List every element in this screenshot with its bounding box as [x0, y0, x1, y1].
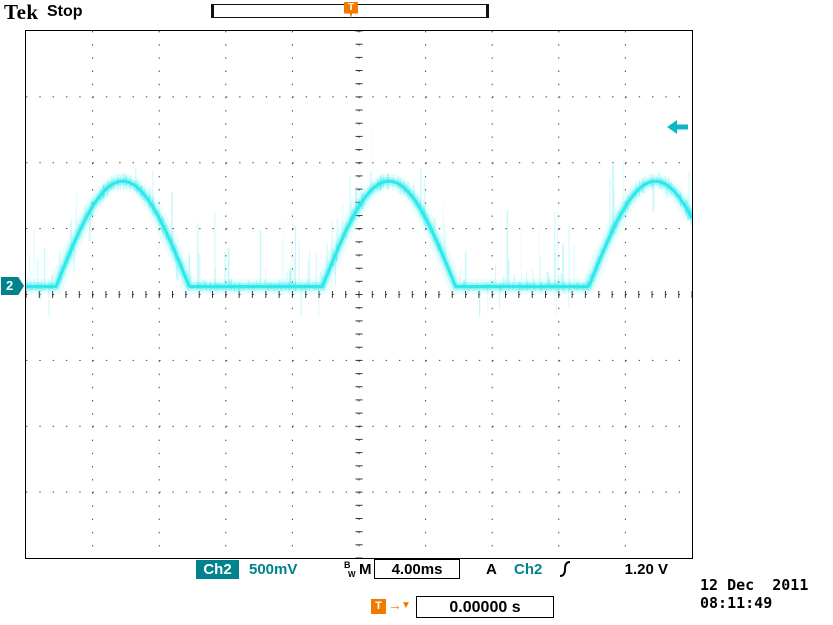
- trigger-source-readout: Ch2: [514, 561, 543, 578]
- bandwidth-w: W: [348, 570, 356, 579]
- graticule: [25, 30, 693, 559]
- channel2-ground-marker: 2: [1, 277, 24, 295]
- acquisition-status: Stop: [47, 3, 83, 20]
- down-caret-icon: ▼: [401, 600, 411, 611]
- date-readout: 12 Dec 2011: [700, 576, 809, 594]
- channel-readout-badge: Ch2: [196, 560, 239, 579]
- vertical-scale-readout: 500mV: [249, 561, 298, 578]
- waveform-canvas: [26, 31, 692, 558]
- trigger-position-readout: 0.00000 s: [416, 596, 554, 618]
- timebase-readout: 4.00ms: [374, 559, 460, 579]
- timebase-prefix: M: [359, 561, 372, 578]
- time-readout: 08:11:49: [700, 594, 773, 612]
- trigger-mode-readout: A: [486, 561, 497, 578]
- right-arrow-icon: →: [388, 597, 402, 613]
- bandwidth-limit-icon: B W: [344, 560, 358, 579]
- trigger-t-icon: T: [371, 599, 386, 614]
- trigger-level-readout: 1.20 V: [624, 561, 668, 578]
- rising-edge-icon: [559, 561, 571, 577]
- bandwidth-b: B: [344, 560, 351, 570]
- tek-logo: Tek: [4, 0, 39, 24]
